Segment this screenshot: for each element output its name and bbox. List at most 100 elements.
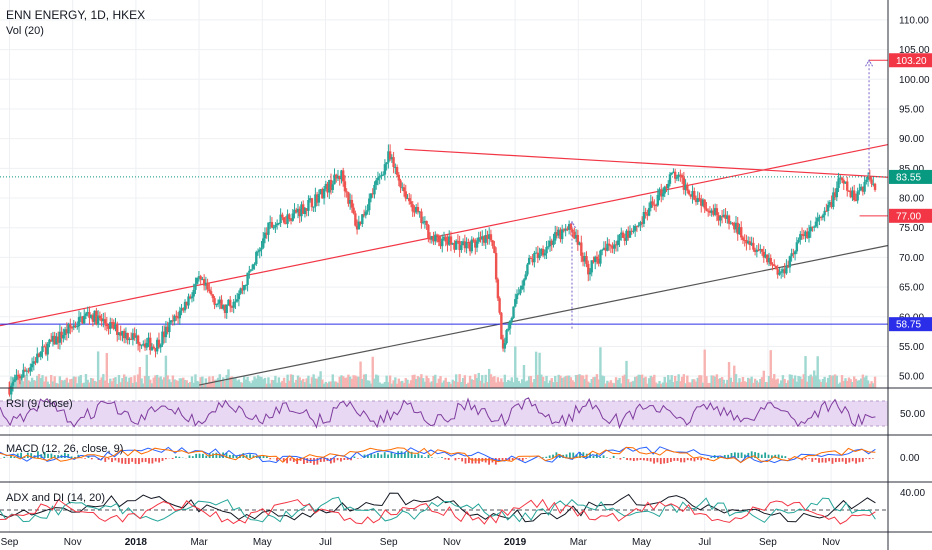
candle-body	[248, 270, 251, 273]
time-tick-label: 2018	[125, 537, 148, 548]
volume-bar	[858, 380, 861, 388]
volume-bar	[359, 361, 362, 388]
macd-histogram-bar	[744, 454, 746, 458]
volume-bar	[392, 380, 395, 388]
candle-body	[37, 353, 41, 357]
macd-label[interactable]: MACD (12, 26, close, 9)	[6, 443, 124, 455]
volume-bar	[717, 378, 720, 388]
macd-histogram-bar	[801, 458, 804, 461]
macd-histogram-bar	[787, 458, 790, 459]
volume-bar	[776, 378, 779, 388]
volume-bar	[479, 380, 482, 388]
trendlines[interactable]	[0, 59, 889, 386]
volume-bar	[335, 381, 338, 388]
candle-body	[112, 322, 115, 329]
volume-bar	[451, 379, 454, 388]
indicator-tick-label: 50.00	[900, 409, 925, 420]
rsi-label[interactable]: RSI (9, close)	[6, 398, 73, 410]
volume-bar	[766, 382, 769, 388]
price-tag-box	[889, 53, 932, 68]
candle-body	[390, 157, 394, 160]
symbol-title[interactable]: ENN ENERGY, 1D, HKEX	[6, 8, 146, 22]
candle-body	[208, 289, 211, 292]
macd-histogram-bar	[215, 452, 218, 458]
adx-pane[interactable]	[0, 492, 888, 525]
candle-body	[275, 223, 279, 226]
volume-bar	[143, 375, 147, 388]
candle-body	[510, 318, 513, 321]
time-axis[interactable]: Sep Nov 2018 Mar May Jul Sep Nov 2019 Mar May Jul Se…	[1, 537, 840, 548]
candle-body	[734, 222, 738, 230]
candle-body	[825, 210, 828, 212]
volume-bar	[677, 374, 680, 388]
candle-body	[187, 296, 190, 306]
macd-histogram-bar	[814, 458, 817, 460]
candle-body	[494, 252, 498, 280]
candle-body	[590, 260, 593, 273]
candle-body	[335, 174, 338, 179]
volume-bar	[93, 380, 96, 388]
candle-body	[361, 214, 364, 225]
candle-body	[166, 326, 169, 333]
macd-histogram-bar	[407, 451, 410, 458]
candle-body	[347, 192, 350, 204]
candle-body	[849, 190, 852, 198]
candle-body	[564, 228, 567, 231]
volume-bar	[197, 381, 201, 388]
macd-histogram-bar	[464, 458, 467, 464]
macd-pane[interactable]	[0, 446, 876, 465]
volume-bar	[670, 375, 673, 388]
volume-bar	[557, 374, 560, 388]
candle-body	[500, 312, 503, 340]
candle-body	[680, 175, 684, 178]
candle-body	[286, 214, 289, 224]
volume-label[interactable]: Vol (20)	[6, 25, 44, 37]
volume-bar	[282, 377, 286, 388]
volume-bar	[225, 374, 228, 388]
volume-bar	[694, 381, 698, 388]
candle-body	[465, 242, 468, 249]
candle-body	[818, 216, 821, 219]
volume-bar	[121, 378, 124, 388]
price-tick-label: 85.00	[899, 164, 924, 175]
candle-body	[30, 363, 34, 368]
macd-histogram-bar	[356, 458, 359, 459]
macd-histogram-bar	[811, 458, 814, 462]
volume-bar	[684, 383, 687, 388]
candle-body	[319, 189, 322, 195]
candle-body	[314, 194, 317, 207]
volume-bar	[486, 381, 489, 388]
macd-histogram-bar	[575, 454, 578, 458]
candle-body	[121, 330, 124, 336]
candle-body	[816, 218, 819, 222]
volume-bar	[762, 370, 766, 388]
macd-histogram-bar	[871, 458, 874, 459]
adx-label[interactable]: ADX and DI (14, 20)	[6, 492, 106, 504]
rsi-pane[interactable]	[0, 397, 888, 430]
candle-body	[503, 343, 507, 349]
volume-bar	[138, 366, 142, 388]
trendline-lower-support	[198, 244, 889, 386]
volume-bar	[529, 375, 533, 388]
candle-body	[809, 226, 812, 232]
volume-bar	[498, 381, 501, 388]
candle-body	[362, 214, 366, 216]
volume-bar	[43, 381, 46, 388]
volume-bar	[425, 375, 428, 388]
volume-bar	[510, 377, 513, 388]
candle-body	[693, 191, 696, 200]
volume-bar	[36, 375, 39, 388]
price-tag-box	[889, 169, 932, 184]
volume-bar	[331, 374, 334, 388]
volume-bar	[388, 375, 392, 388]
candle-body	[220, 299, 223, 309]
volume-bar	[248, 381, 251, 388]
candle-body	[522, 279, 526, 286]
candle-body	[16, 374, 20, 377]
macd-histogram-bar	[518, 458, 521, 461]
volume-bar	[329, 381, 333, 388]
volume-bar	[267, 377, 270, 388]
candle-body	[293, 209, 296, 214]
